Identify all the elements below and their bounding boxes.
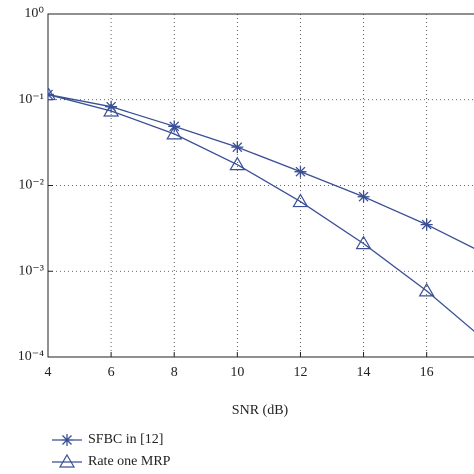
data-point (292, 193, 309, 208)
marker-shape (103, 102, 120, 117)
legend-marker (61, 434, 73, 446)
y-tick-label: 10⁻⁴ (18, 349, 44, 364)
x-tick-label: 10 (230, 365, 244, 380)
legend-marker (58, 453, 76, 468)
x-tick-label: 4 (45, 365, 52, 380)
data-point (357, 190, 370, 203)
marker-shape (357, 190, 370, 203)
data-point (355, 235, 372, 250)
marker-shape (166, 125, 183, 140)
marker-shape (229, 156, 246, 171)
marker-shape (294, 165, 307, 178)
axes-frame (47, 13, 474, 358)
marker-shape (105, 100, 118, 113)
x-tick-label: 16 (420, 365, 434, 380)
y-tick-label: 10⁻¹ (18, 92, 44, 107)
y-tick-label: 10⁰ (24, 6, 44, 21)
y-tick-label: 10⁻³ (18, 263, 44, 278)
data-point (48, 86, 57, 101)
marker-shape (418, 282, 435, 297)
series-line (48, 93, 474, 332)
y-tick-label: 10⁻² (18, 178, 44, 193)
data-point (105, 100, 118, 113)
data-point (229, 156, 246, 171)
data-point (231, 141, 244, 154)
data-point (166, 125, 183, 140)
data-point (418, 282, 435, 297)
x-tick-label: 12 (293, 365, 307, 380)
legend-label: SFBC in [12] (88, 432, 163, 447)
legend-label: Rate one MRP (88, 454, 171, 469)
plot-area (48, 86, 474, 332)
series-line (48, 93, 474, 249)
marker-shape (292, 193, 309, 208)
marker-shape (61, 434, 73, 446)
x-tick-label: 8 (171, 365, 178, 380)
data-point (294, 165, 307, 178)
x-tick-label: 6 (108, 365, 115, 380)
marker-shape (355, 235, 372, 250)
data-point (103, 102, 120, 117)
marker-shape (58, 453, 76, 468)
marker-shape (420, 218, 433, 231)
marker-shape (48, 86, 57, 101)
data-point (420, 218, 433, 231)
marker-shape (231, 141, 244, 154)
x-tick-label: 14 (357, 365, 371, 380)
x-axis-label: SNR (dB) (232, 403, 289, 418)
